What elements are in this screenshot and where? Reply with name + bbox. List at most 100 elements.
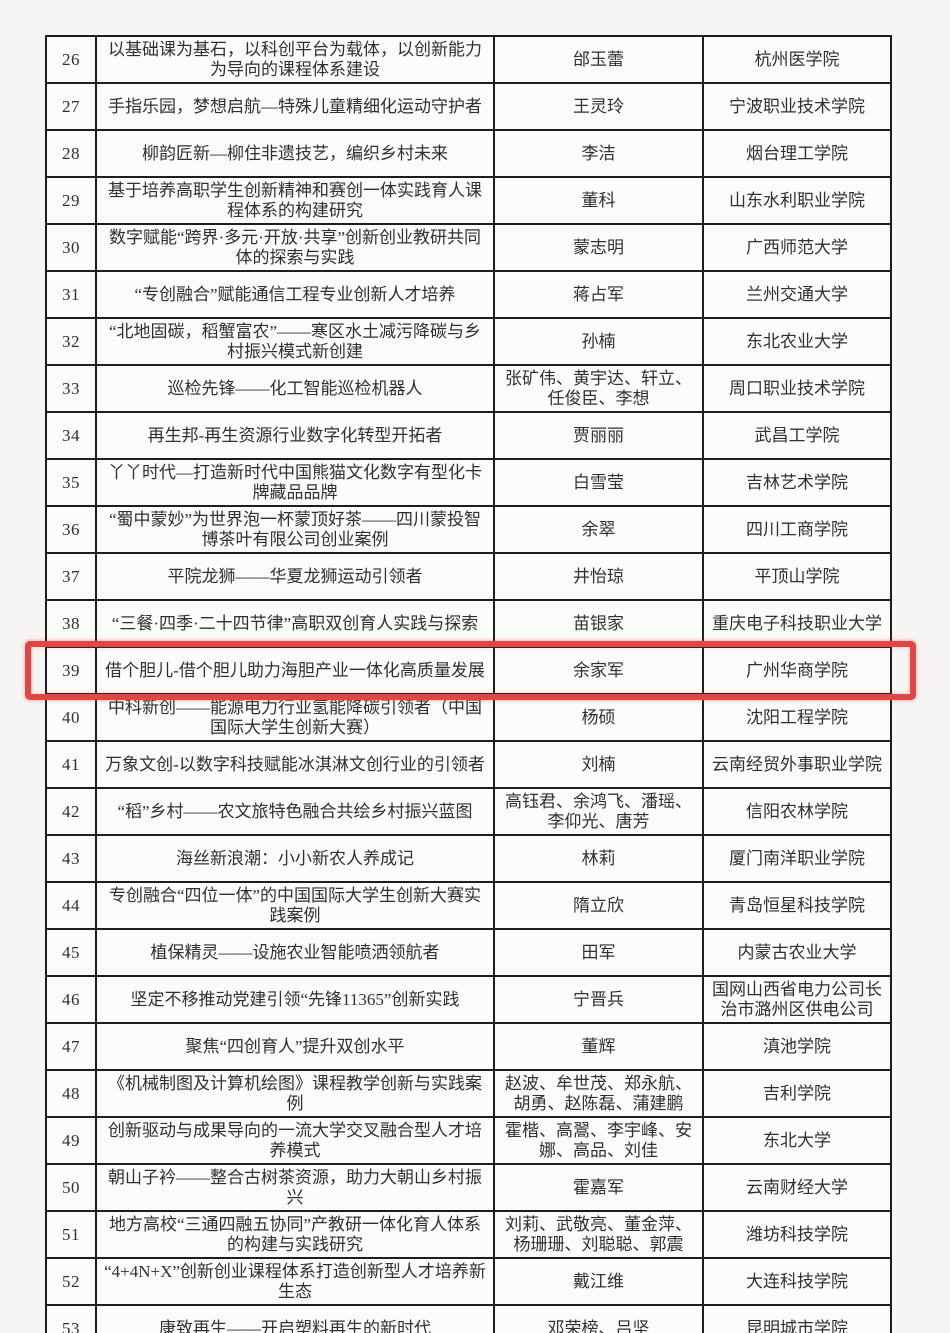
- row-number: 27: [45, 82, 97, 131]
- row-institution: 大连科技学院: [702, 1257, 892, 1306]
- table-row: 45 植保精灵——设施农业智能喷洒领航者 田军 内蒙古农业大学: [45, 928, 892, 977]
- table-row: 31 “专创融合”赋能通信工程专业创新人才培养 蒋占军 兰州交通大学: [45, 270, 892, 319]
- row-number: 53: [45, 1304, 97, 1333]
- table-row: 41 万象文创-以数字科技赋能冰淇淋文创行业的引领者 刘楠 云南经贸外事职业学院: [45, 740, 892, 789]
- row-institution: 烟台理工学院: [702, 129, 892, 178]
- table-body: 26 以基础课为基石，以科创平台为载体，以创新能力为导向的课程体系建设 邰玉蕾 …: [45, 35, 892, 1333]
- award-list-table: 26 以基础课为基石，以科创平台为载体，以创新能力为导向的课程体系建设 邰玉蕾 …: [45, 35, 892, 1333]
- row-institution: 吉林艺术学院: [702, 458, 892, 507]
- row-person-names: 杨硕: [493, 693, 704, 742]
- table-row: 37 平院龙狮——华夏龙狮运动引领者 井怡琼 平顶山学院: [45, 552, 892, 601]
- row-institution: 杭州医学院: [702, 35, 892, 84]
- table-row: 38 “三餐·四季·二十四节律”高职双创育人实践与探索 苗银家 重庆电子科技职业…: [45, 599, 892, 648]
- row-institution: 东北农业大学: [702, 317, 892, 366]
- row-person-names: 隋立欣: [493, 881, 704, 930]
- row-institution: 昆明城市学院: [702, 1304, 892, 1333]
- row-person-names: 孙楠: [493, 317, 704, 366]
- row-institution: 四川工商学院: [702, 505, 892, 554]
- row-person-names: 宁晋兵: [493, 975, 704, 1024]
- row-person-names: 邓荣榜、吕坚: [493, 1304, 704, 1333]
- row-number: 28: [45, 129, 97, 178]
- row-institution: 武昌工学院: [702, 411, 892, 460]
- row-number: 41: [45, 740, 97, 789]
- row-person-names: 王灵玲: [493, 82, 704, 131]
- row-person-names: 刘莉、武敬亮、董金萍、杨珊珊、刘聪聪、郭震: [493, 1210, 704, 1259]
- table-row: 30 数字赋能“跨界·多元·开放·共享”创新创业教研共同体的探索与实践 蒙志明 …: [45, 223, 892, 272]
- row-project-title: 康致再生——开启塑料再生的新时代: [95, 1304, 495, 1333]
- row-number: 43: [45, 834, 97, 883]
- row-number: 45: [45, 928, 97, 977]
- table-row: 26 以基础课为基石，以科创平台为载体，以创新能力为导向的课程体系建设 邰玉蕾 …: [45, 35, 892, 84]
- table-row: 46 坚定不移推动党建引领“先锋11365”创新实践 宁晋兵 国网山西省电力公司…: [45, 975, 892, 1024]
- row-project-title: 基于培养高职学生创新精神和赛创一体实践育人课程体系的构建研究: [95, 176, 495, 225]
- table-row: 32 “北地固碳，稻蟹富农”——寒区水土减污降碳与乡村振兴模式新创建 孙楠 东北…: [45, 317, 892, 366]
- row-project-title: 丫丫时代—打造新时代中国熊猫文化数字有型化卡牌藏品品牌: [95, 458, 495, 507]
- row-person-names: 霍嘉军: [493, 1163, 704, 1212]
- row-number: 30: [45, 223, 97, 272]
- table-row: 42 “稻”乡村——农文旅特色融合共绘乡村振兴蓝图 高钰君、余鸿飞、潘瑶、李仰光…: [45, 787, 892, 836]
- row-project-title: 朝山子衿——整合古树茶资源，助力大朝山乡村振兴: [95, 1163, 495, 1212]
- row-person-names: 蒋占军: [493, 270, 704, 319]
- row-institution: 广西师范大学: [702, 223, 892, 272]
- row-person-names: 高钰君、余鸿飞、潘瑶、李仰光、唐芳: [493, 787, 704, 836]
- row-number: 34: [45, 411, 97, 460]
- table-row: 29 基于培养高职学生创新精神和赛创一体实践育人课程体系的构建研究 董科 山东水…: [45, 176, 892, 225]
- row-institution: 沈阳工程学院: [702, 693, 892, 742]
- row-project-title: “专创融合”赋能通信工程专业创新人才培养: [95, 270, 495, 319]
- row-person-names: 李洁: [493, 129, 704, 178]
- row-institution: 云南财经大学: [702, 1163, 892, 1212]
- table-row: 40 中科新创——能源电力行业氢能降碳引领者（中国国际大学生创新大赛） 杨硕 沈…: [45, 693, 892, 742]
- row-number: 44: [45, 881, 97, 930]
- row-person-names: 董辉: [493, 1022, 704, 1071]
- table-row: 50 朝山子衿——整合古树茶资源，助力大朝山乡村振兴 霍嘉军 云南财经大学: [45, 1163, 892, 1212]
- row-institution: 潍坊科技学院: [702, 1210, 892, 1259]
- row-institution: 云南经贸外事职业学院: [702, 740, 892, 789]
- row-institution: 东北大学: [702, 1116, 892, 1165]
- row-number: 52: [45, 1257, 97, 1306]
- row-project-title: 再生邦-再生资源行业数字化转型开拓者: [95, 411, 495, 460]
- row-person-names: 刘楠: [493, 740, 704, 789]
- row-institution: 宁波职业技术学院: [702, 82, 892, 131]
- row-number: 37: [45, 552, 97, 601]
- row-project-title: “蜀中蒙妙”为世界泡一杯蒙顶好茶——四川蒙投智博茶叶有限公司创业案例: [95, 505, 495, 554]
- row-project-title: “稻”乡村——农文旅特色融合共绘乡村振兴蓝图: [95, 787, 495, 836]
- row-person-names: 林莉: [493, 834, 704, 883]
- table-row: 36 “蜀中蒙妙”为世界泡一杯蒙顶好茶——四川蒙投智博茶叶有限公司创业案例 余翠…: [45, 505, 892, 554]
- row-number: 26: [45, 35, 97, 84]
- table-row: 44 专创融合“四位一体”的中国国际大学生创新大赛实践案例 隋立欣 青岛恒星科技…: [45, 881, 892, 930]
- row-institution: 青岛恒星科技学院: [702, 881, 892, 930]
- row-person-names: 苗银家: [493, 599, 704, 648]
- row-number: 40: [45, 693, 97, 742]
- row-institution: 平顶山学院: [702, 552, 892, 601]
- row-institution: 兰州交通大学: [702, 270, 892, 319]
- row-project-title: 专创融合“四位一体”的中国国际大学生创新大赛实践案例: [95, 881, 495, 930]
- row-number: 38: [45, 599, 97, 648]
- row-institution: 吉利学院: [702, 1069, 892, 1118]
- row-project-title: 地方高校“三通四融五协同”产教研一体化育人体系的构建与实践研究: [95, 1210, 495, 1259]
- row-person-names: 蒙志明: [493, 223, 704, 272]
- row-number: 31: [45, 270, 97, 319]
- table-row: 43 海丝新浪潮：小小新农人养成记 林莉 厦门南洋职业学院: [45, 834, 892, 883]
- row-number: 33: [45, 364, 97, 413]
- row-project-title: 中科新创——能源电力行业氢能降碳引领者（中国国际大学生创新大赛）: [95, 693, 495, 742]
- row-institution: 内蒙古农业大学: [702, 928, 892, 977]
- table-row: 39 借个胆儿-借个胆儿助力海胆产业一体化高质量发展 余家军 广州华商学院: [45, 646, 892, 695]
- row-institution: 广州华商学院: [702, 646, 892, 695]
- row-project-title: 聚焦“四创育人”提升双创水平: [95, 1022, 495, 1071]
- row-person-names: 井怡琼: [493, 552, 704, 601]
- row-project-title: “北地固碳，稻蟹富农”——寒区水土减污降碳与乡村振兴模式新创建: [95, 317, 495, 366]
- row-number: 35: [45, 458, 97, 507]
- row-project-title: 万象文创-以数字科技赋能冰淇淋文创行业的引领者: [95, 740, 495, 789]
- row-project-title: “4+4N+X”创新创业课程体系打造创新型人才培养新生态: [95, 1257, 495, 1306]
- row-person-names: 赵波、牟世茂、郑永航、胡勇、赵陈磊、蒲建鹏: [493, 1069, 704, 1118]
- table-row: 53 康致再生——开启塑料再生的新时代 邓荣榜、吕坚 昆明城市学院: [45, 1304, 892, 1333]
- table-row: 33 巡检先锋——化工智能巡检机器人 张矿伟、黄宇达、轩立、任俊臣、李想 周口职…: [45, 364, 892, 413]
- row-person-names: 邰玉蕾: [493, 35, 704, 84]
- row-number: 48: [45, 1069, 97, 1118]
- row-institution: 厦门南洋职业学院: [702, 834, 892, 883]
- row-number: 42: [45, 787, 97, 836]
- table-row: 27 手指乐园，梦想启航—特殊儿童精细化运动守护者 王灵玲 宁波职业技术学院: [45, 82, 892, 131]
- row-institution: 滇池学院: [702, 1022, 892, 1071]
- row-institution: 山东水利职业学院: [702, 176, 892, 225]
